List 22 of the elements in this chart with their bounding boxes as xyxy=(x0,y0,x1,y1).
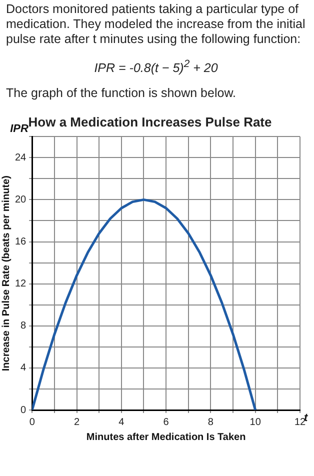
y-tick-label: 12 xyxy=(15,278,27,290)
x-tick-label: 8 xyxy=(208,416,214,428)
text: IPR xyxy=(10,123,29,136)
text: IPR = -0.8(t − 5)$^{2}$ + 20 xyxy=(93,58,219,76)
y-tick-label: 24 xyxy=(15,152,27,164)
y-tick-label: 16 xyxy=(15,236,27,248)
x-tick-label: 2 xyxy=(74,416,80,428)
y-tick-label: 4 xyxy=(20,362,27,374)
chart-title: How a Medication Increases Pulse Rate xyxy=(28,114,272,130)
x-tick-label: 0 xyxy=(29,416,36,428)
x-tick-label: 10 xyxy=(250,416,262,428)
y-axis-title: Increase in Pulse Rate (beats per minute) xyxy=(0,176,12,372)
x-tick-label: 6 xyxy=(163,416,170,428)
text: Doctors monitored patients taking a particular type of medication. They modeled the increase from the initial pulse rate after t minutes using the following function: xyxy=(6,2,306,47)
x-tick-label: 4 xyxy=(118,416,125,428)
y-tick-label: 20 xyxy=(15,194,27,206)
y-tick-label: 8 xyxy=(20,320,27,332)
text: t xyxy=(304,412,309,424)
x-axis-title: Minutes after Medication Is Taken xyxy=(86,432,246,443)
x-tick-label: 12 xyxy=(294,416,306,428)
y-tick-label: 0 xyxy=(20,404,27,416)
text: The graph of the function is shown below. xyxy=(6,86,238,102)
